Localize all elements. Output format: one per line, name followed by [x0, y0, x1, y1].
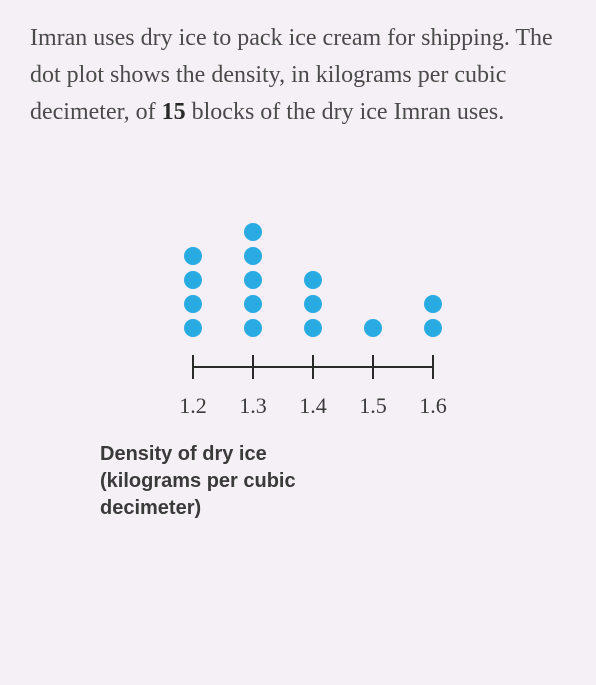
- axis-title-line2: (kilograms per cubic: [100, 468, 360, 495]
- dot: [424, 295, 442, 313]
- dot-column: [303, 271, 323, 337]
- dot-column: [423, 295, 443, 337]
- axis-title-line1: Density of dry ice: [100, 441, 360, 468]
- axis-tick: [252, 355, 254, 379]
- dot: [304, 319, 322, 337]
- dot-column: [363, 319, 383, 337]
- tick-label: 1.5: [359, 393, 387, 419]
- dot: [244, 223, 262, 241]
- dot: [184, 247, 202, 265]
- tick-labels: 1.2 1.3 1.4 1.5 1.6: [173, 393, 453, 421]
- dot: [244, 247, 262, 265]
- dot-column: [183, 247, 203, 337]
- axis-tick: [432, 355, 434, 379]
- dot: [244, 271, 262, 289]
- dot: [304, 295, 322, 313]
- axis-tick: [192, 355, 194, 379]
- dot: [184, 295, 202, 313]
- dot-plot-chart: 1.2 1.3 1.4 1.5 1.6 Density of dry ice (kilo…: [60, 182, 566, 522]
- dot: [184, 271, 202, 289]
- axis-line: [193, 355, 433, 379]
- problem-statement: Imran uses dry ice to pack ice cream for…: [30, 20, 566, 132]
- dot-column: [243, 223, 263, 337]
- tick-label: 1.3: [239, 393, 267, 419]
- axis-title: Density of dry ice (kilograms per cubic …: [100, 441, 360, 522]
- dot: [304, 271, 322, 289]
- problem-text-after: blocks of the dry ice Imran uses.: [186, 99, 505, 125]
- axis-tick: [312, 355, 314, 379]
- tick-label: 1.6: [419, 393, 447, 419]
- dot: [364, 319, 382, 337]
- axis-tick: [372, 355, 374, 379]
- tick-label: 1.4: [299, 393, 327, 419]
- dot: [244, 319, 262, 337]
- dot: [424, 319, 442, 337]
- axis-title-line3: decimeter): [100, 495, 360, 522]
- dot: [184, 319, 202, 337]
- dot: [244, 295, 262, 313]
- tick-label: 1.2: [179, 393, 207, 419]
- problem-bold-number: 15: [162, 99, 186, 125]
- x-axis: 1.2 1.3 1.4 1.5 1.6: [173, 355, 453, 421]
- dot-plot-dots: [173, 182, 453, 337]
